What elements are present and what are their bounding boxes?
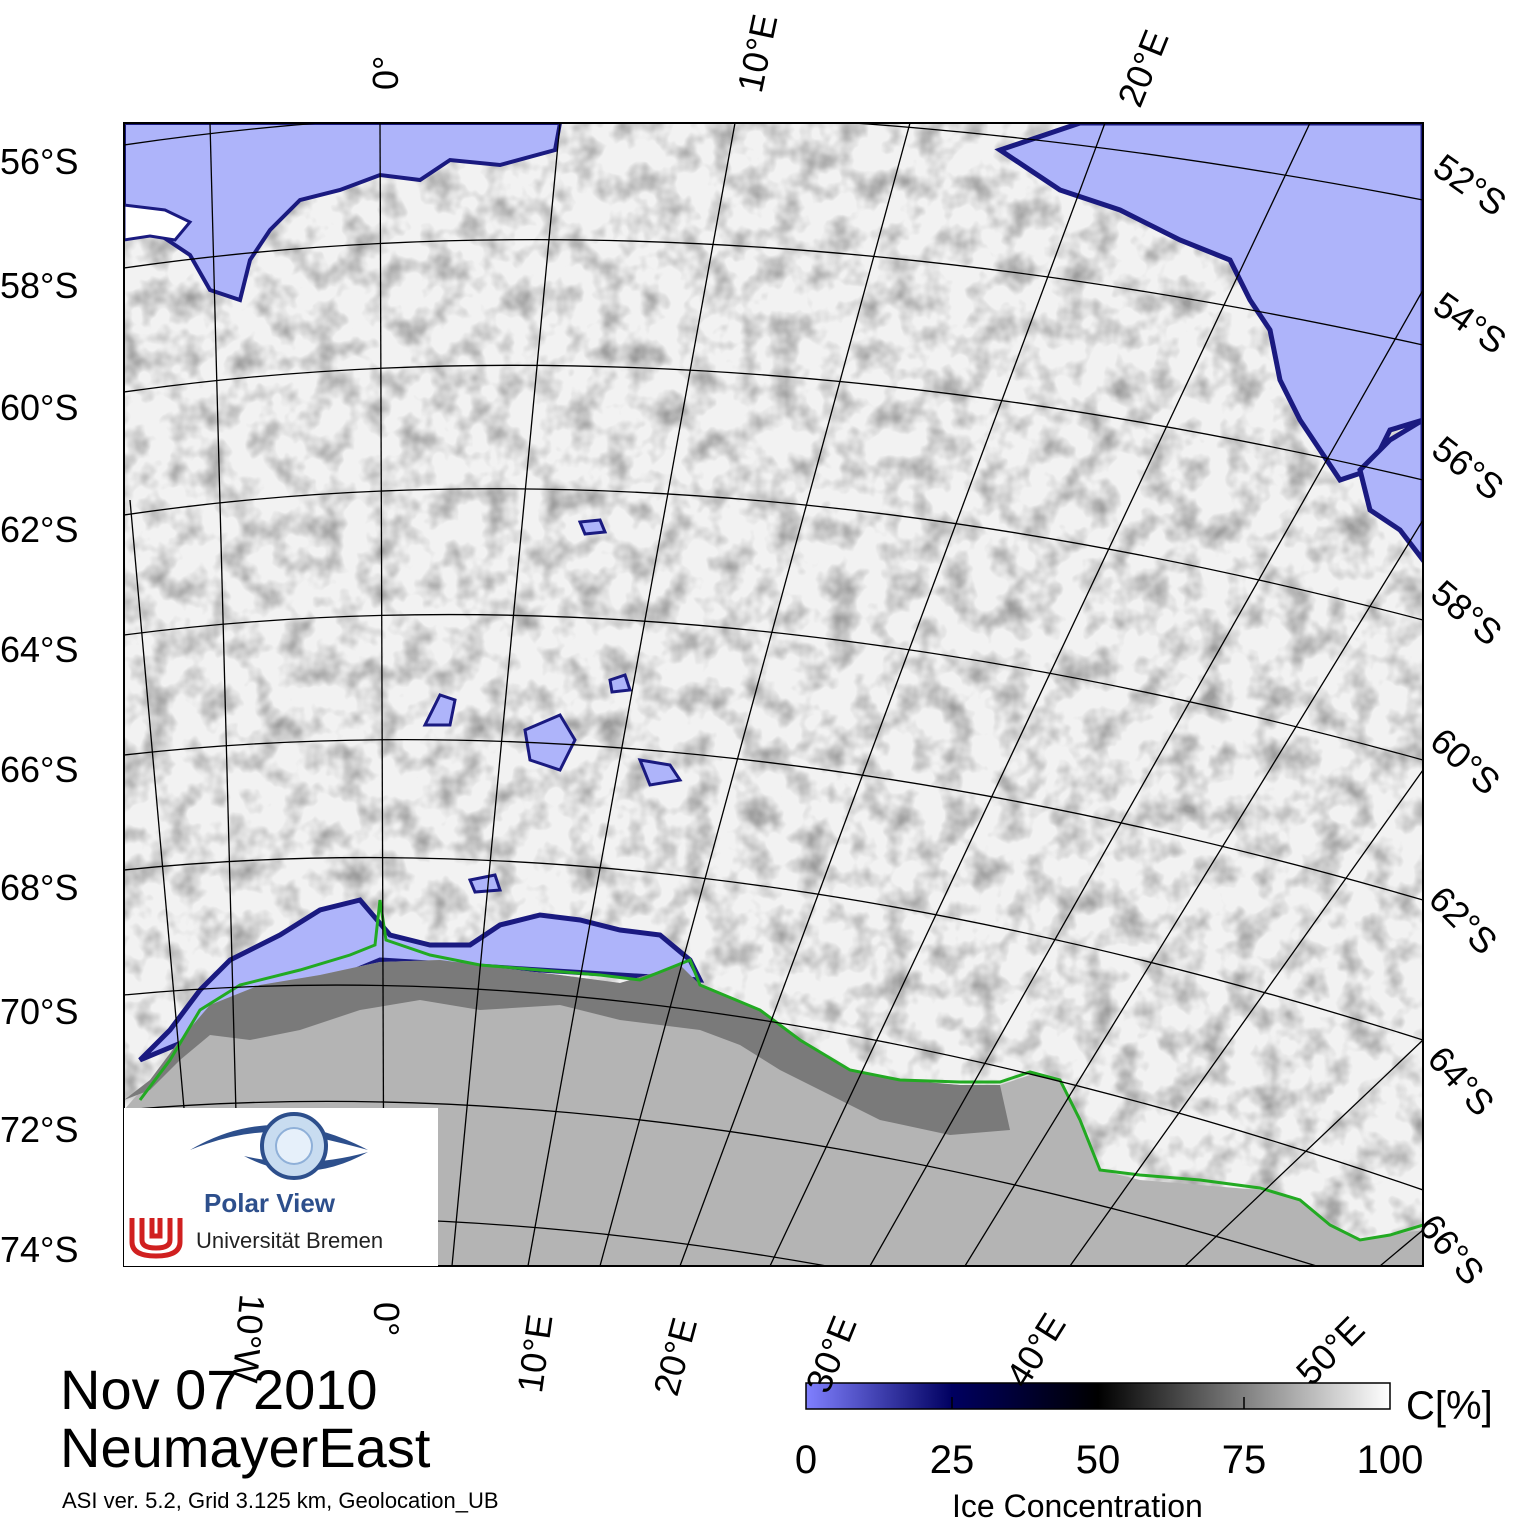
map-frame	[123, 122, 1424, 1267]
eye-icon	[190, 1112, 368, 1180]
lon-label-bottom: 0°	[366, 1302, 407, 1337]
polar-view-logo: Polar View Universität Bremen	[124, 1108, 438, 1266]
lon-label-top: 0°	[365, 55, 406, 90]
map-info: ASI ver. 5.2, Grid 3.125 km, Geolocation…	[62, 1488, 499, 1513]
ice-tongue	[124, 203, 193, 242]
colorbar-title: Ice Concentration	[952, 1488, 1203, 1524]
map-date: Nov 07 2010	[60, 1358, 378, 1421]
map-region: NeumayerEast	[60, 1416, 431, 1479]
coastline	[138, 899, 1423, 1242]
antarctic-land	[124, 960, 1423, 1266]
open-water-east-lobe	[1357, 417, 1423, 565]
lat-label-left: 58°S	[0, 265, 79, 306]
polynyas	[422, 518, 683, 894]
logo-title: Polar View	[204, 1188, 336, 1218]
colorbar-tick-label: 100	[1356, 1438, 1424, 1482]
lat-label-left: 72°S	[0, 1109, 79, 1150]
lat-label-left: 66°S	[0, 749, 79, 790]
colorbar-tick-label: 75	[1221, 1438, 1267, 1482]
lat-label-left: 62°S	[0, 509, 79, 550]
ice-shelf	[124, 960, 1010, 1135]
logo-subtitle: Universität Bremen	[196, 1228, 384, 1253]
colorbar-tick-label: 50	[1075, 1438, 1121, 1482]
colorbar-tick-label: 25	[929, 1438, 975, 1482]
lat-label-left: 64°S	[0, 629, 79, 670]
university-bremen-icon	[129, 1218, 183, 1259]
graticule-meridians	[129, 123, 1423, 1266]
graticule-latitudes	[124, 123, 1423, 1266]
lat-label-left: 60°S	[0, 387, 79, 428]
colorbar-unit: C[%]	[1406, 1384, 1493, 1428]
colorbar-tick-label: 0	[794, 1438, 818, 1482]
colorbar-ticks	[951, 1397, 1245, 1409]
lat-label-left: 68°S	[0, 867, 79, 908]
open-water-northeast	[994, 123, 1423, 483]
lat-label-left: 70°S	[0, 991, 79, 1032]
lat-label-left: 74°S	[0, 1229, 79, 1270]
open-water-northwest	[124, 123, 563, 303]
lat-label-left: 56°S	[0, 141, 79, 182]
